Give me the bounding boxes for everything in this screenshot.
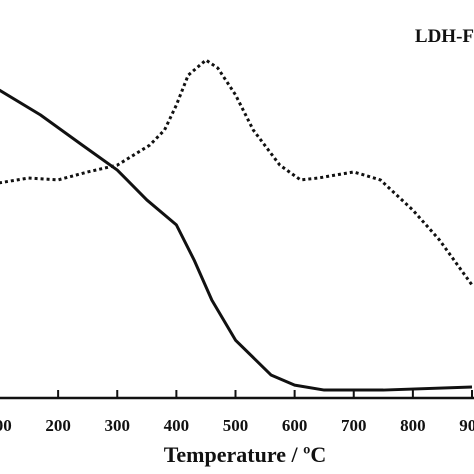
x-tick-label: 600: [282, 416, 308, 435]
x-tick-label: 100: [0, 416, 12, 435]
x-axis-label: Temperature / ºC: [164, 442, 326, 467]
x-tick-label: 200: [45, 416, 71, 435]
x-tick-label: 800: [400, 416, 426, 435]
data-line: [0, 88, 473, 392]
x-tick-label: 400: [164, 416, 190, 435]
x-tick-label: 300: [105, 416, 131, 435]
x-tick-label: 500: [223, 416, 249, 435]
x-tick-label: 700: [341, 416, 367, 435]
data-line: [0, 58, 474, 286]
chart-title: LDH-F: [415, 26, 474, 47]
x-tick-label: 900: [459, 416, 474, 435]
